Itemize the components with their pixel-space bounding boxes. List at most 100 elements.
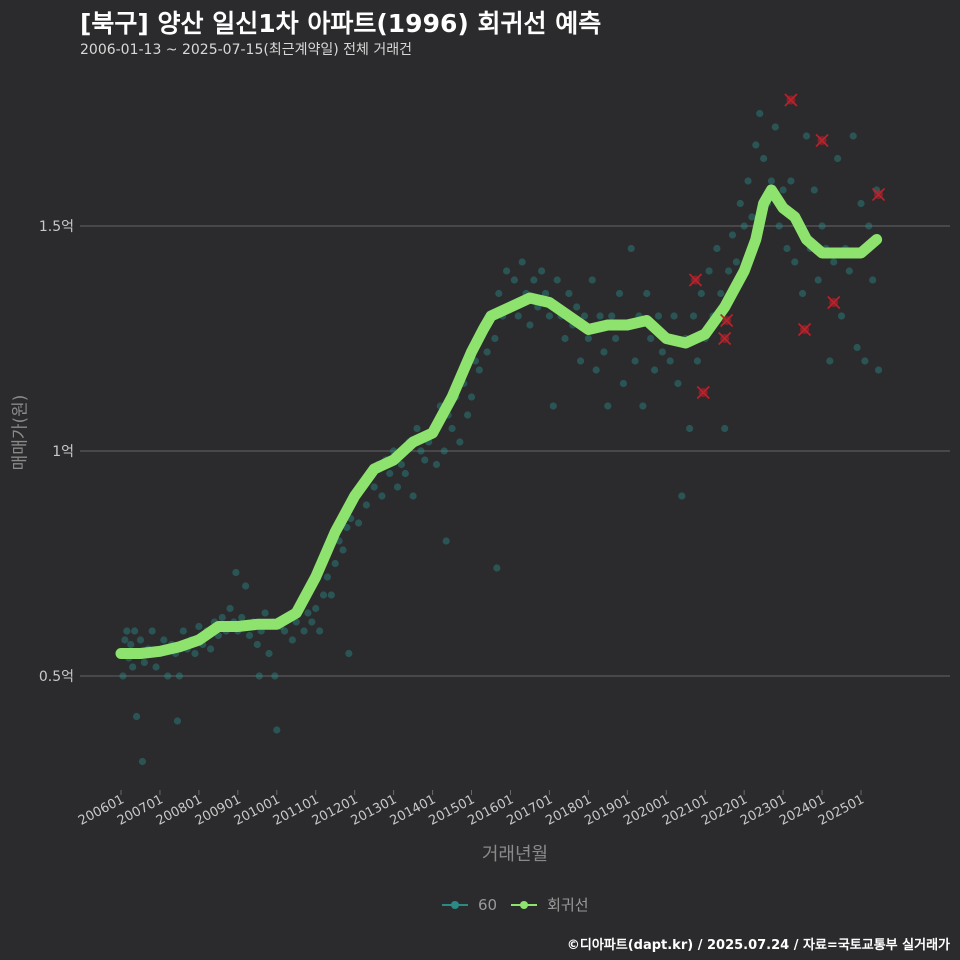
transaction-point (148, 627, 156, 635)
transaction-point (787, 177, 795, 185)
transaction-point (316, 627, 324, 635)
transaction-point (397, 460, 406, 469)
transaction-point (370, 483, 378, 491)
transaction-point (853, 343, 861, 352)
chart-subtitle: 2006-01-13 ~ 2025-07-15(최근계약일) 전체 거래건 (80, 42, 412, 58)
cancelled-point (718, 331, 732, 346)
transaction-point (280, 627, 289, 635)
transaction-point (245, 631, 254, 640)
transaction-point (666, 357, 674, 365)
y-tick-label: 1.5억 (39, 219, 74, 235)
transaction-point (650, 366, 659, 374)
transaction-point (771, 123, 779, 131)
transaction-point (308, 618, 316, 626)
transaction-point (138, 757, 147, 766)
transaction-point (442, 537, 450, 545)
legend: 60 회귀선 (440, 894, 589, 915)
transaction-point (775, 222, 783, 230)
legend-label: 60 (478, 895, 498, 914)
y-axis-label: 매매가(원) (10, 394, 31, 471)
transaction-point (693, 357, 702, 365)
transaction-point (514, 312, 522, 320)
transaction-point (538, 267, 546, 275)
transaction-point (440, 447, 448, 455)
transaction-point (132, 712, 141, 721)
transaction-point (728, 231, 737, 239)
transaction-point (869, 276, 877, 284)
transaction-point (619, 379, 628, 388)
transaction-point (173, 717, 182, 725)
transaction-point (448, 424, 456, 433)
transaction-point (127, 640, 135, 649)
transaction-point (674, 379, 682, 388)
transaction-point (549, 402, 557, 410)
transaction-point (491, 334, 499, 343)
transaction-point (327, 591, 335, 599)
transaction-point (518, 258, 526, 266)
transaction-point (814, 276, 822, 284)
transaction-point (345, 649, 353, 658)
transaction-point (432, 460, 441, 469)
transaction-point (631, 357, 639, 365)
transaction-point (175, 672, 184, 680)
transaction-point (791, 258, 799, 266)
chart-title: [북구] 양산 일신1차 아파트(1996) 회귀선 예측 (80, 9, 602, 38)
transaction-point (493, 564, 501, 572)
transaction-point (740, 222, 748, 230)
transaction-point (744, 177, 752, 185)
transaction-point (752, 141, 760, 149)
transaction-point (323, 573, 332, 581)
transaction-point (331, 559, 339, 568)
transaction-point (238, 613, 246, 622)
transaction-point (288, 636, 296, 644)
transaction-point (627, 244, 635, 253)
transaction-point (678, 492, 686, 500)
transaction-point (717, 289, 725, 298)
transaction-point (639, 402, 647, 410)
transaction-point (767, 177, 776, 185)
transaction-point (576, 357, 585, 365)
transaction-point (837, 312, 846, 320)
transaction-point (541, 289, 550, 298)
cancelled-point (688, 273, 703, 287)
transaction-point (573, 303, 581, 311)
transaction-point (312, 604, 320, 613)
transaction-point (164, 672, 172, 680)
transaction-point (748, 213, 756, 221)
cancelled-x-icon (696, 385, 710, 400)
y-tick-labels: 0.5억 1억 1.5억 (39, 219, 74, 685)
transaction-point (475, 366, 483, 374)
transaction-point (191, 649, 199, 658)
transaction-point (502, 267, 511, 275)
transaction-point (713, 244, 721, 253)
legend-item-regression[interactable]: 회귀선 (509, 894, 589, 915)
y-tick-label: 1억 (52, 444, 74, 460)
transaction-point (255, 672, 263, 680)
transaction-point (378, 492, 386, 500)
cancelled-point (784, 93, 798, 107)
transaction-point (206, 645, 215, 653)
transaction-point (393, 483, 402, 491)
transaction-point (600, 348, 608, 356)
transaction-point (339, 546, 347, 554)
transaction-point (526, 321, 534, 329)
legend-key-icon (509, 895, 539, 915)
transaction-point (483, 348, 491, 356)
cancelled-x-icon (720, 313, 734, 328)
cancelled-point (871, 187, 886, 202)
transaction-point (732, 258, 740, 266)
transaction-point (456, 438, 464, 446)
cancelled-x-icon (718, 331, 732, 346)
transaction-point (604, 402, 612, 410)
transaction-point (561, 334, 569, 343)
transaction-point (783, 244, 791, 253)
source-caption: ©디아파트(dapt.kr) / 2025.07.24 / 자료=국토교통부 실… (566, 938, 950, 953)
cancelled-x-icon (784, 93, 798, 107)
cancelled-x-icon (797, 322, 812, 337)
transaction-point (553, 276, 561, 284)
transaction-point (401, 469, 409, 478)
x-tick-labels: 2006012007012008012009012010012011012012… (76, 790, 867, 829)
legend-item-transactions[interactable]: 60 (440, 895, 497, 915)
cancelled-point (720, 313, 734, 328)
cancelled-point (827, 295, 841, 310)
